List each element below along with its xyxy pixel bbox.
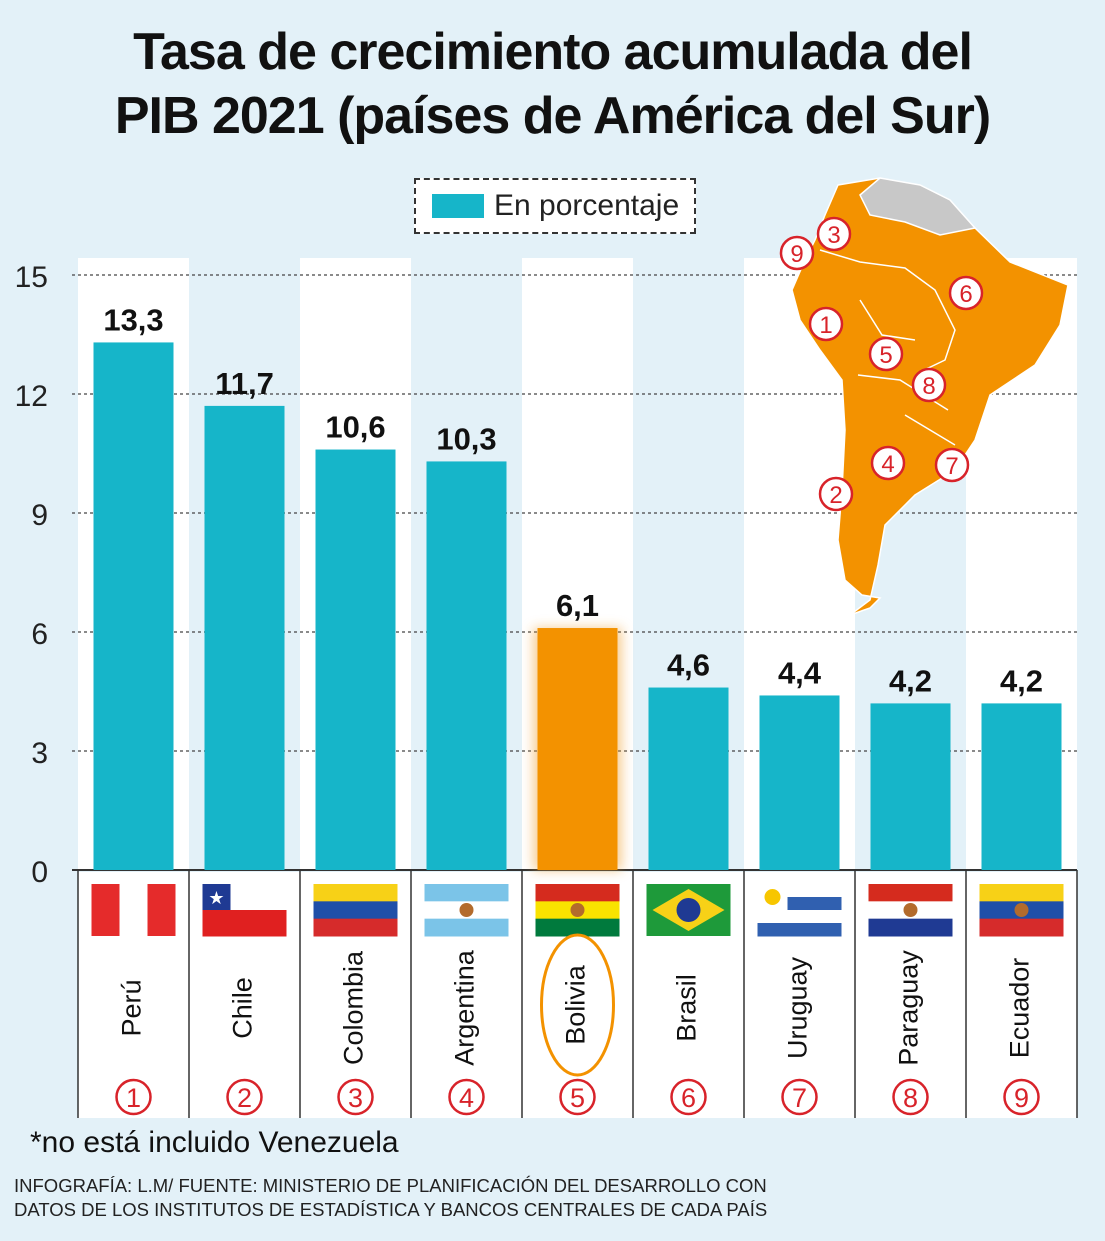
flag-icon xyxy=(313,884,398,937)
number-label: 3 xyxy=(348,1083,363,1113)
map-marker xyxy=(818,476,854,512)
number-marker xyxy=(448,1078,485,1116)
number-marker xyxy=(670,1078,707,1116)
y-tick-label: 15 xyxy=(15,261,48,294)
title-line-2: PIB 2021 (países de América del Sur) xyxy=(114,87,991,145)
map-marker xyxy=(779,235,815,271)
number-label: 7 xyxy=(792,1083,807,1113)
y-tick-label: 3 xyxy=(31,737,48,770)
flag-icon xyxy=(757,884,842,937)
source-line-2: DATOS DE LOS INSTITUTOS DE ESTADÍSTICA Y… xyxy=(14,1199,768,1220)
map-marker xyxy=(868,336,904,372)
flag-icon xyxy=(979,884,1064,937)
map-marker xyxy=(808,306,844,342)
flag-icon: ★ xyxy=(202,884,287,937)
number-label: 2 xyxy=(237,1083,252,1113)
category-label: Ecuador xyxy=(1005,958,1035,1059)
title-line-1: Tasa de crecimiento acumulada del xyxy=(133,23,973,81)
map-marker-label: 4 xyxy=(881,451,894,478)
map-marker xyxy=(948,275,984,311)
value-label: 6,1 xyxy=(556,588,599,623)
value-label: 4,2 xyxy=(889,663,932,698)
flag-icon xyxy=(646,884,731,936)
number-label: 5 xyxy=(570,1083,585,1113)
flag-icon xyxy=(424,884,509,937)
map-marker xyxy=(816,216,852,252)
category-label: Argentina xyxy=(450,949,480,1066)
legend: En porcentaje xyxy=(414,178,696,234)
map-marker xyxy=(934,447,970,483)
number-marker xyxy=(337,1078,374,1116)
map-marker xyxy=(911,367,947,403)
map-marker-label: 8 xyxy=(922,373,935,400)
number-marker xyxy=(226,1078,263,1116)
chart-title: Tasa de crecimiento acumulada del PIB 20… xyxy=(0,20,1105,148)
category-label: Chile xyxy=(228,977,258,1039)
bar xyxy=(426,461,507,870)
map-borders xyxy=(819,249,956,446)
svg-text:★: ★ xyxy=(208,888,224,908)
y-tick-label: 6 xyxy=(31,618,48,651)
number-label: 6 xyxy=(681,1083,696,1113)
number-marker xyxy=(559,1078,596,1116)
bar xyxy=(204,405,285,870)
legend-swatch xyxy=(432,194,484,218)
map-marker-label: 5 xyxy=(879,342,892,369)
legend-label: En porcentaje xyxy=(494,189,680,222)
bar xyxy=(93,342,174,870)
bar xyxy=(648,687,729,870)
number-label: 1 xyxy=(126,1083,141,1113)
flag-icon xyxy=(535,884,620,937)
footnote: *no está incluido Venezuela xyxy=(30,1126,399,1159)
map-excluded-region xyxy=(859,177,977,236)
south-america-map: 1 2 3 4 5 6 7 8 9 xyxy=(779,177,1069,616)
number-marker xyxy=(115,1078,152,1116)
value-label: 4,2 xyxy=(1000,663,1043,698)
number-marker xyxy=(892,1078,929,1116)
map-marker xyxy=(870,445,906,481)
category-label: Paraguay xyxy=(894,950,924,1066)
y-tick-label: 0 xyxy=(31,856,48,889)
bar xyxy=(537,628,618,870)
map-marker-label: 6 xyxy=(959,281,972,308)
category-label: Uruguay xyxy=(783,956,813,1059)
category-label: Colombia xyxy=(339,950,369,1065)
flag-icon xyxy=(91,884,176,936)
number-marker xyxy=(1003,1078,1040,1116)
number-label: 4 xyxy=(459,1083,474,1113)
value-label: 4,4 xyxy=(778,655,822,690)
y-tick-label: 9 xyxy=(31,499,48,532)
category-label: Brasil xyxy=(672,974,702,1042)
category-label: Perú xyxy=(117,979,147,1036)
bar xyxy=(315,449,396,870)
source-credit: INFOGRAFÍA: L.M/ FUENTE: MINISTERIO DE P… xyxy=(14,1174,767,1222)
bar xyxy=(981,703,1062,870)
number-marker xyxy=(781,1078,818,1116)
number-label: 9 xyxy=(1014,1083,1029,1113)
map-marker-label: 3 xyxy=(827,222,840,249)
source-line-1: INFOGRAFÍA: L.M/ FUENTE: MINISTERIO DE P… xyxy=(14,1175,767,1196)
category-label: Bolivia xyxy=(561,964,591,1045)
number-label: 8 xyxy=(903,1083,918,1113)
value-label: 10,6 xyxy=(325,410,385,445)
map-marker-label: 9 xyxy=(790,241,803,268)
value-label: 4,6 xyxy=(667,648,710,683)
value-label: 13,3 xyxy=(103,302,163,337)
map-marker-label: 1 xyxy=(819,312,832,339)
y-tick-label: 12 xyxy=(15,380,48,413)
map-marker-label: 2 xyxy=(829,482,842,509)
value-label: 11,7 xyxy=(215,366,274,401)
bar xyxy=(870,703,951,870)
bar xyxy=(759,695,840,870)
map-marker-label: 7 xyxy=(945,453,958,480)
value-label: 10,3 xyxy=(436,421,496,456)
flag-icon xyxy=(868,884,953,937)
highlight-ring xyxy=(540,933,615,1077)
